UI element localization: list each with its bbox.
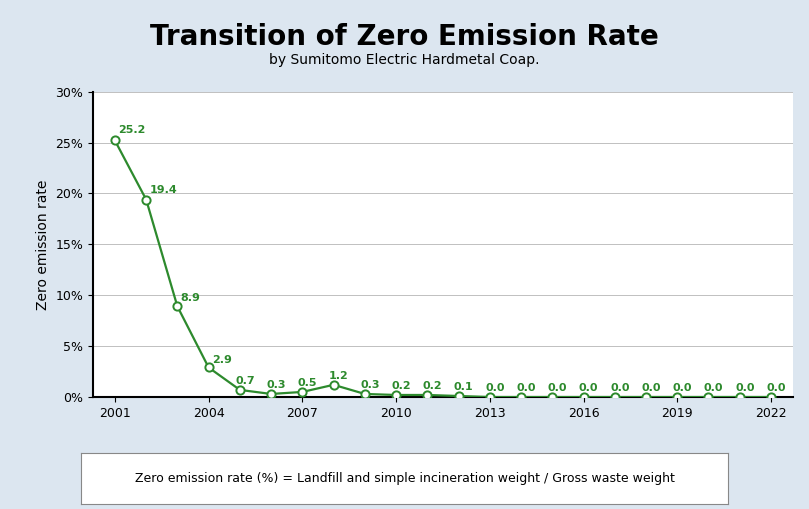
Point xyxy=(265,390,277,398)
Text: 0.0: 0.0 xyxy=(672,383,692,393)
Point xyxy=(390,391,403,399)
Y-axis label: Zero emission rate: Zero emission rate xyxy=(36,179,50,309)
Text: 0.2: 0.2 xyxy=(392,381,411,391)
Point xyxy=(358,390,371,398)
Point xyxy=(140,195,153,204)
Text: 0.0: 0.0 xyxy=(610,383,629,393)
Text: 0.0: 0.0 xyxy=(735,383,755,393)
Text: 25.2: 25.2 xyxy=(118,125,146,135)
Point xyxy=(296,388,309,396)
Text: 19.4: 19.4 xyxy=(150,185,177,195)
Point xyxy=(765,393,777,401)
Text: 8.9: 8.9 xyxy=(180,293,201,303)
Text: 0.3: 0.3 xyxy=(360,380,379,390)
Point xyxy=(577,393,590,401)
Point xyxy=(171,302,184,310)
Point xyxy=(515,393,527,401)
Point xyxy=(452,392,465,400)
Point xyxy=(202,363,215,372)
Point xyxy=(608,393,621,401)
Text: 1.2: 1.2 xyxy=(329,371,349,381)
Text: 0.0: 0.0 xyxy=(548,383,567,393)
Point xyxy=(233,386,246,394)
Text: 0.0: 0.0 xyxy=(642,383,661,393)
Point xyxy=(546,393,559,401)
Point xyxy=(733,393,746,401)
Text: Zero emission rate (%) = Landfill and simple incineration weight / Gross waste w: Zero emission rate (%) = Landfill and si… xyxy=(134,472,675,485)
Text: 0.0: 0.0 xyxy=(516,383,536,393)
Point xyxy=(108,136,121,145)
Text: Transition of Zero Emission Rate: Transition of Zero Emission Rate xyxy=(150,23,659,51)
Text: 0.0: 0.0 xyxy=(766,383,786,393)
Text: 0.0: 0.0 xyxy=(485,383,505,393)
Text: 0.0: 0.0 xyxy=(704,383,723,393)
Text: 0.0: 0.0 xyxy=(578,383,599,393)
Text: 2.9: 2.9 xyxy=(212,355,231,365)
Text: 0.2: 0.2 xyxy=(422,381,443,391)
Text: 0.7: 0.7 xyxy=(235,376,255,386)
Point xyxy=(671,393,684,401)
Point xyxy=(640,393,653,401)
Text: 0.3: 0.3 xyxy=(266,380,286,390)
Text: 0.5: 0.5 xyxy=(298,378,317,388)
Point xyxy=(483,393,496,401)
Point xyxy=(421,391,434,399)
Text: 0.1: 0.1 xyxy=(454,382,473,392)
Point xyxy=(327,381,340,389)
Text: by Sumitomo Electric Hardmetal Coap.: by Sumitomo Electric Hardmetal Coap. xyxy=(269,53,540,68)
Point xyxy=(702,393,715,401)
